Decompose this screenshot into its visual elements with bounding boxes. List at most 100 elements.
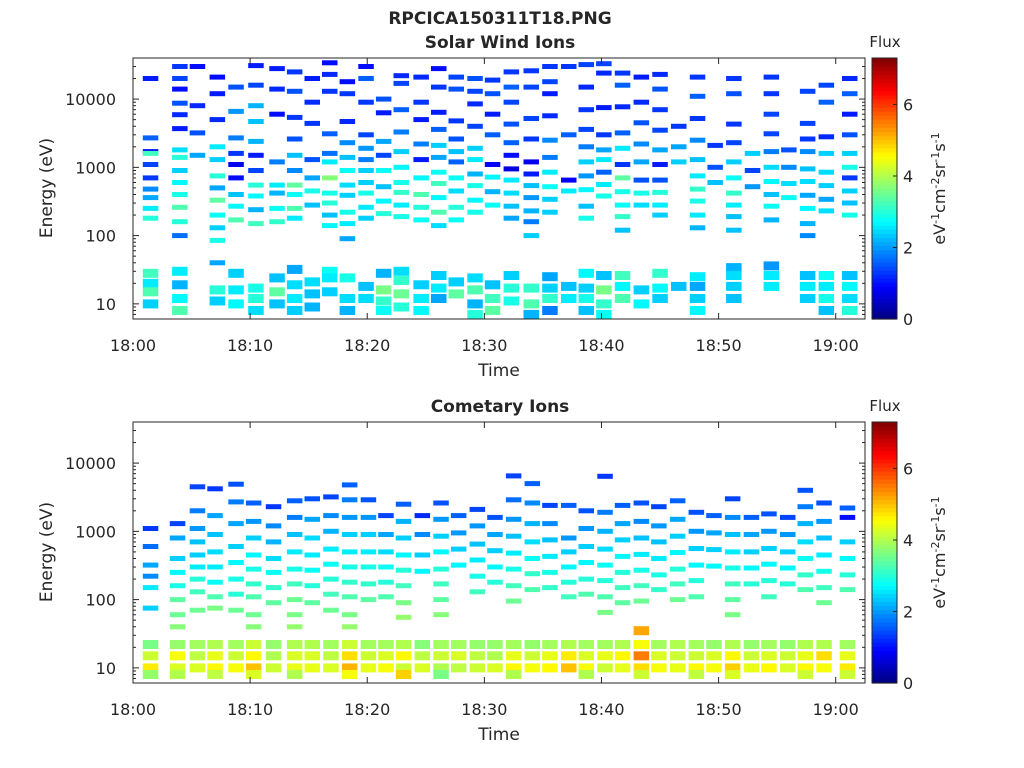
heatmap-cell	[542, 272, 558, 282]
heatmap-cell	[688, 509, 705, 515]
heatmap-cell	[487, 651, 503, 661]
heatmap-cell	[228, 481, 244, 487]
heatmap-cell	[142, 175, 159, 181]
heatmap-cell	[358, 168, 374, 173]
colorbar-segment	[872, 572, 897, 578]
heatmap-cell	[799, 271, 816, 280]
heatmap-cell	[652, 294, 668, 303]
heatmap-cell	[189, 508, 206, 514]
heatmap-cell	[597, 640, 613, 649]
heatmap-cell	[304, 583, 320, 589]
heatmap-cell	[523, 195, 539, 201]
heatmap-cell	[842, 150, 858, 156]
colorbar-segment	[872, 298, 897, 304]
heatmap-cell	[395, 535, 412, 541]
heatmap-cell	[469, 651, 486, 661]
heatmap-cell	[395, 583, 412, 589]
heatmap-cell	[797, 651, 813, 661]
heatmap-cell	[839, 663, 856, 673]
heatmap-cell	[816, 600, 832, 606]
heatmap-cell	[469, 640, 486, 649]
heatmap-cell	[433, 612, 449, 618]
heatmap-cell	[633, 640, 650, 649]
colorbar-segment	[872, 625, 897, 631]
heatmap-cell	[761, 578, 777, 584]
heatmap-cell	[339, 294, 356, 303]
heatmap-cell	[816, 640, 832, 649]
heatmap-cell	[524, 556, 541, 561]
heatmap-cell	[269, 299, 285, 309]
heatmap-cell	[341, 514, 358, 520]
heatmap-cell	[763, 261, 780, 271]
heatmap-cell	[505, 583, 522, 589]
heatmap-cell	[706, 513, 722, 519]
heatmap-cell	[688, 546, 705, 551]
heatmap-cell	[487, 514, 503, 520]
x-tick-label: 18:40	[578, 700, 624, 719]
heatmap-cell	[431, 181, 447, 186]
heatmap-cell	[378, 549, 394, 555]
heatmap-cell	[724, 549, 741, 555]
heatmap-cell	[433, 549, 449, 555]
heatmap-cell	[689, 157, 706, 163]
heatmap-cell	[207, 651, 223, 661]
heatmap-cell	[393, 107, 409, 113]
heatmap-cell	[395, 651, 412, 661]
heatmap-cell	[228, 84, 244, 90]
heatmap-cell	[561, 502, 577, 508]
heatmap-cell	[286, 136, 303, 142]
y-tick-label: 10000	[65, 454, 116, 473]
heatmap-cell	[323, 591, 339, 597]
colorbar-segment	[872, 168, 897, 173]
heatmap-cell	[433, 640, 449, 649]
heatmap-cell	[542, 169, 558, 175]
heatmap-cell	[505, 550, 522, 556]
heatmap-cell	[142, 573, 159, 579]
heatmap-cell	[339, 306, 356, 315]
colorbar-segment	[872, 172, 897, 177]
heatmap-cell	[484, 280, 501, 290]
heatmap-cell	[524, 571, 541, 577]
heatmap-cell	[726, 121, 742, 127]
heatmap-cell	[614, 651, 631, 661]
x-tick-label: 18:40	[578, 336, 624, 355]
colorbar-segment	[872, 176, 897, 181]
plot-frame	[132, 421, 866, 684]
heatmap-cell	[561, 579, 577, 585]
y-tick-label: 10	[96, 295, 116, 314]
heatmap-cell	[633, 190, 650, 196]
heatmap-cell	[726, 294, 742, 303]
heatmap-cell	[375, 268, 392, 278]
heatmap-cell	[503, 99, 520, 105]
colorbar-segment	[872, 646, 897, 651]
heatmap-cell	[286, 663, 303, 673]
heatmap-cell	[652, 127, 668, 133]
heatmap-cell	[413, 117, 429, 123]
y-tick-label: 1000	[75, 158, 116, 177]
heatmap-cell	[484, 306, 501, 315]
heatmap-cell	[669, 516, 686, 522]
heatmap-cell	[358, 180, 374, 185]
heatmap-cell	[467, 171, 483, 177]
heatmap-cell	[286, 152, 303, 158]
figure-title: RPCICA150311T18.PNG	[388, 9, 611, 29]
colorbar-segment	[872, 164, 897, 169]
colorbar-segment	[872, 458, 897, 464]
colorbar-segment	[872, 666, 897, 672]
heatmap-cell	[450, 513, 467, 519]
colorbar-segment	[872, 466, 897, 472]
heatmap-cell	[761, 640, 777, 649]
x-tick-label: 18:00	[110, 700, 156, 719]
heatmap-cell	[304, 175, 320, 181]
heatmap-cell	[341, 497, 358, 503]
heatmap-cell	[487, 579, 503, 585]
heatmap-cell	[172, 233, 188, 239]
heatmap-cell	[561, 663, 577, 673]
heatmap-cell	[797, 587, 813, 593]
heatmap-cell	[209, 185, 226, 191]
y-tick-label: 1000	[75, 522, 116, 541]
colorbar-segment	[872, 270, 897, 275]
heatmap-cell	[561, 281, 577, 291]
colorbar-segment	[872, 519, 897, 525]
